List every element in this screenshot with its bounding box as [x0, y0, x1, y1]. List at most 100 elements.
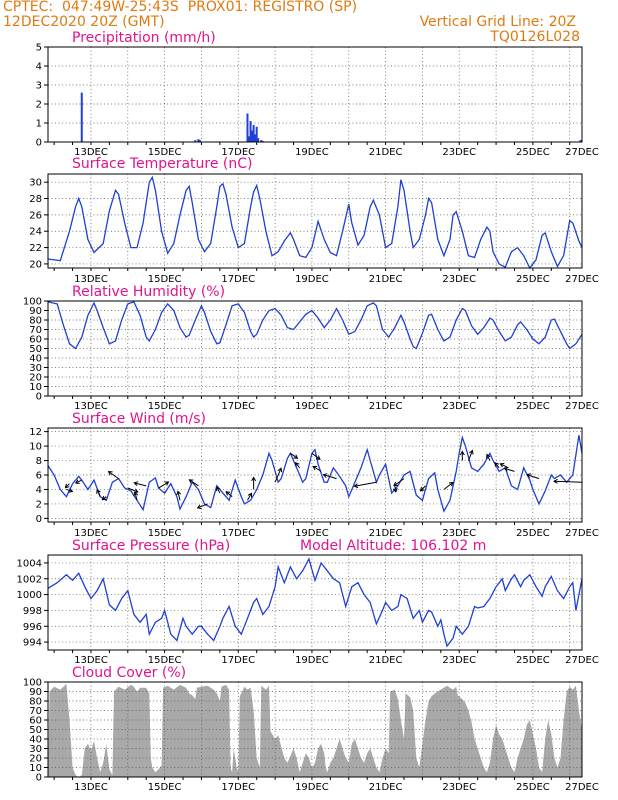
wind-vector-arrow: [420, 485, 426, 492]
y-tick-label: 0: [36, 773, 42, 784]
x-tick-label: 23DEC: [442, 655, 476, 666]
y-tick-label: 10: [29, 382, 42, 393]
precip-bar: [252, 124, 255, 142]
y-tick-label: 0: [36, 514, 42, 525]
x-tick-label: 13DEC: [74, 655, 108, 666]
y-tick-label: 80: [29, 316, 42, 327]
wind-vector-arrow: [553, 480, 583, 483]
precip-bar: [194, 140, 197, 142]
wind-vector-arrow: [134, 482, 147, 487]
wind-vector-head: [64, 483, 70, 489]
wind-vector-arrow: [312, 465, 322, 472]
precip-bar: [197, 139, 200, 142]
wind-vector-head: [133, 491, 139, 497]
temp-line: [47, 175, 583, 270]
x-tick-label: 17DEC: [221, 147, 255, 158]
wind-vector-arrow: [75, 479, 82, 484]
wind-vector-arrow: [295, 462, 301, 469]
x-tick-label: 15DEC: [148, 655, 182, 666]
x-tick-label: 23DEC: [442, 147, 476, 158]
y-tick-label: 20: [29, 373, 42, 384]
y-tick-label: 70: [29, 325, 42, 336]
x-tick-label: 25DEC: [516, 274, 550, 285]
wind-vector-head: [503, 466, 509, 472]
wind-vectors: [64, 449, 583, 510]
y-tick-label: 60: [29, 335, 42, 346]
y-tick-label: 100: [23, 297, 42, 308]
y-tick-label: 4: [36, 62, 42, 73]
cloud-title: Cloud Cover (%): [72, 665, 186, 681]
wind-vector-head: [419, 486, 425, 492]
y-tick-label: 0: [36, 392, 42, 403]
x-tick-label: 23DEC: [442, 782, 476, 793]
y-tick-label: 8: [36, 456, 42, 467]
precip-panel: 0 1 2 3 4 5 13DEC 15DEC 17DEC 19DEC 21DEC 23DEC 25DE…: [36, 30, 599, 158]
wind-vector-arrow: [290, 452, 298, 459]
wind-vector-arrow: [323, 474, 337, 480]
precip-bar: [198, 140, 201, 142]
y-tick-label: 2: [36, 499, 42, 510]
wind-vector-head: [392, 487, 398, 493]
wind-vector-arrow: [247, 493, 252, 501]
wind-vector-arrow: [216, 486, 221, 494]
wind-vector-head: [494, 462, 500, 467]
wind-vector-head: [393, 481, 399, 487]
wind-vector-head: [459, 450, 465, 456]
x-tick-label: 13DEC: [74, 528, 108, 539]
y-tick-label: 24: [29, 227, 42, 238]
pressure-frame: [47, 554, 583, 651]
header-station: CPTEC: 047:49W-25:43S PROX01: REGISTRO (…: [3, 0, 358, 15]
x-tick-label: 19DEC: [295, 147, 329, 158]
temp-panel: 20 22 24 26 28 30 13DEC 15DEC 17DEC 19DEC 21DEC 23D…: [29, 156, 599, 285]
y-tick-label: 10: [29, 442, 42, 453]
model-altitude-label: Model Altitude: 106.102 m: [300, 538, 486, 554]
precip-bar: [255, 126, 258, 142]
x-tick-label: 13DEC: [74, 274, 108, 285]
x-tick-label: 21DEC: [369, 274, 403, 285]
wind-vector-arrow: [66, 488, 73, 492]
wind-vector-arrow: [467, 450, 473, 461]
wind-vector-head: [176, 490, 182, 496]
wind-vector-head: [251, 476, 257, 482]
x-tick-label: 19DEC: [295, 401, 329, 412]
wind-vector-head: [486, 453, 491, 459]
wind-vector-arrow: [526, 474, 540, 480]
wind-vector-arrow: [354, 481, 377, 487]
x-tick-label: 21DEC: [369, 401, 403, 412]
wind-vector-head: [133, 481, 139, 487]
x-tick-label: 27DEC: [565, 782, 599, 793]
wind-vector-head: [499, 462, 505, 468]
x-tick-label: 15DEC: [148, 401, 182, 412]
y-tick-label: 6: [36, 471, 42, 482]
y-tick-label: 20: [29, 754, 42, 765]
wind-vector-arrow: [443, 482, 454, 490]
y-tick-label: 90: [29, 306, 42, 317]
x-tick-label: 19DEC: [295, 782, 329, 793]
x-tick-label: 27DEC: [565, 147, 599, 158]
y-tick-label: 28: [29, 194, 42, 205]
wind-vector-head: [353, 483, 359, 489]
wind-panel: 0 2 4 6 8 10 12 13DEC 15DEC 17DEC 19DEC 21DEC 23DEC 2…: [29, 411, 599, 539]
wind-line: [47, 434, 583, 513]
wind-vector-head: [448, 481, 454, 487]
x-tick-label: 23DEC: [442, 528, 476, 539]
y-tick-label: 30: [29, 178, 42, 189]
x-tick-label: 15DEC: [148, 147, 182, 158]
wind-vector-arrow: [134, 492, 138, 501]
y-tick-label: 30: [29, 363, 42, 374]
y-tick-label: 5: [36, 43, 42, 54]
wind-vector-arrow: [189, 479, 199, 487]
y-tick-label: 90: [29, 687, 42, 698]
wind-vector-arrow: [108, 471, 119, 480]
x-tick-label: 27DEC: [565, 274, 599, 285]
x-tick-label: 25DEC: [516, 655, 550, 666]
x-tick-label: 19DEC: [295, 528, 329, 539]
x-tick-label: 17DEC: [221, 528, 255, 539]
precip-bar: [249, 121, 252, 142]
precip-bar: [248, 136, 251, 142]
wind-vector-head: [322, 473, 328, 478]
wind-vector-head: [312, 465, 318, 471]
precip-bar: [246, 113, 249, 142]
y-tick-label: 50: [29, 725, 42, 736]
y-tick-label: 996: [23, 622, 42, 633]
